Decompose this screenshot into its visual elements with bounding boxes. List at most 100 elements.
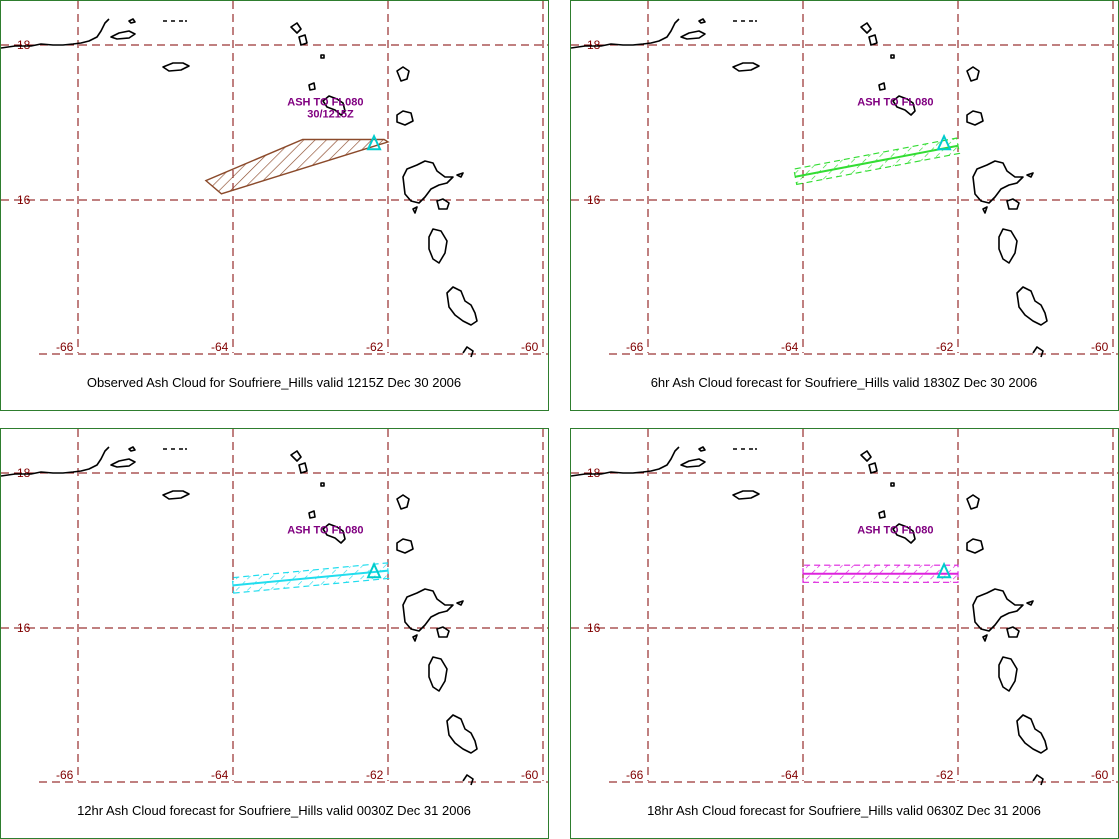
montserrat-coast [966, 110, 984, 126]
volcano-triangle-icon [936, 133, 952, 151]
vieques-coast [110, 30, 136, 40]
puerto-rico-coast [571, 18, 680, 49]
les-saintes-coast [412, 634, 418, 642]
st-martin-coast [868, 34, 878, 46]
lon-label: -62 [936, 340, 954, 354]
dominica-coast [998, 656, 1018, 692]
antigua-coast [322, 523, 346, 544]
st-martin-coast [298, 462, 308, 474]
lat-label: 16 [587, 193, 601, 207]
lon-label: -64 [211, 768, 229, 782]
martinique-coast [446, 714, 478, 754]
volcano-triangle-icon [366, 561, 382, 579]
lon-label: -62 [936, 768, 954, 782]
desirade-coast [456, 600, 464, 606]
desirade-coast [1026, 600, 1034, 606]
lon-label: -60 [1091, 340, 1109, 354]
dominica-coast [998, 228, 1018, 264]
dominica-coast [428, 656, 448, 692]
les-saintes-coast [982, 634, 988, 642]
lon-label: -64 [781, 768, 799, 782]
puerto-rico-coast [1, 446, 110, 477]
ash-label: ASH TO FL080 [287, 96, 363, 108]
lat-label: 16 [17, 621, 31, 635]
anguilla-coast [290, 22, 302, 34]
culebra-coast [698, 446, 706, 452]
ash-time-label: 30/1215Z [307, 108, 354, 120]
saba-coast [890, 482, 895, 487]
guadeloupe-coast [402, 588, 454, 632]
vieques-coast [110, 458, 136, 468]
guadeloupe-coast [402, 160, 454, 204]
ash-label: ASH TO FL080 [287, 524, 363, 536]
st-lucia-tip [1032, 346, 1044, 358]
saba-coast [320, 54, 325, 59]
les-saintes-coast [982, 206, 988, 214]
st-kitts-coast [308, 82, 316, 91]
dominica-coast [428, 228, 448, 264]
anguilla-coast [860, 22, 872, 34]
culebra-coast [128, 446, 136, 452]
st-martin-coast [868, 462, 878, 474]
vieques-coast [680, 458, 706, 468]
antigua-coast [892, 523, 916, 544]
panel-observed: 18 16 -66 -64 -62 -60 ASH TO FL080 30/1215Z Obse… [0, 0, 549, 411]
montserrat-coast [966, 538, 984, 554]
map-18hr-forecast: 18 16 -66 -64 -62 -60 ASH TO FL080 18hr Ash Clo… [571, 429, 1118, 818]
map-6hr-forecast: 18 16 -66 -64 -62 -60 ASH TO FL080 6hr Ash Clou… [571, 1, 1118, 390]
barbuda-coast [966, 66, 980, 82]
panel-6hr-forecast: 18 16 -66 -64 -62 -60 ASH TO FL080 6hr Ash Clou… [570, 0, 1119, 411]
puerto-rico-coast [571, 446, 680, 477]
antigua-coast [322, 95, 346, 116]
lat-label: 18 [587, 38, 601, 52]
desirade-coast [456, 172, 464, 178]
st-kitts-coast [308, 510, 316, 519]
barbuda-coast [966, 494, 980, 510]
st-martin-coast [298, 34, 308, 46]
lon-label: -66 [626, 768, 644, 782]
ash-cloud-axis [795, 144, 959, 178]
culebra-coast [698, 18, 706, 24]
martinique-coast [1016, 286, 1048, 326]
ash-cloud-polygon [204, 138, 390, 195]
lon-label: -66 [56, 768, 74, 782]
st-croix-coast [732, 62, 760, 72]
antigua-coast [892, 95, 916, 116]
marie-galante-coast [436, 626, 450, 638]
guadeloupe-coast [972, 160, 1024, 204]
panel-caption: 12hr Ash Cloud forecast for Soufriere_Hi… [77, 803, 471, 818]
marie-galante-coast [436, 198, 450, 210]
lon-label: -62 [366, 768, 384, 782]
saba-coast [890, 54, 895, 59]
ash-cloud-axis [232, 569, 389, 587]
lon-label: -60 [521, 340, 539, 354]
st-kitts-coast [878, 82, 886, 91]
barbuda-coast [396, 66, 410, 82]
guadeloupe-coast [972, 588, 1024, 632]
lat-label: 18 [587, 466, 601, 480]
ash-label: ASH TO FL080 [857, 96, 933, 108]
puerto-rico-coast [1, 18, 110, 49]
martinique-coast [1016, 714, 1048, 754]
panel-caption: Observed Ash Cloud for Soufriere_Hills v… [87, 375, 461, 390]
panel-caption: 6hr Ash Cloud forecast for Soufriere_Hil… [651, 375, 1038, 390]
lon-label: -64 [211, 340, 229, 354]
desirade-coast [1026, 172, 1034, 178]
st-lucia-tip [462, 774, 474, 786]
lon-label: -60 [521, 768, 539, 782]
lon-label: -66 [626, 340, 644, 354]
vieques-coast [680, 30, 706, 40]
anguilla-coast [290, 450, 302, 462]
st-kitts-coast [878, 510, 886, 519]
panel-12hr-forecast: 18 16 -66 -64 -62 -60 ASH TO FL080 12hr Ash Clo… [0, 428, 549, 839]
saba-coast [320, 482, 325, 487]
les-saintes-coast [412, 206, 418, 214]
barbuda-coast [396, 494, 410, 510]
st-lucia-tip [462, 346, 474, 358]
st-croix-coast [732, 490, 760, 500]
map-12hr-forecast: 18 16 -66 -64 -62 -60 ASH TO FL080 12hr Ash Clo… [1, 429, 548, 818]
st-lucia-tip [1032, 774, 1044, 786]
lat-label: 18 [17, 466, 31, 480]
lat-label: 18 [17, 38, 31, 52]
